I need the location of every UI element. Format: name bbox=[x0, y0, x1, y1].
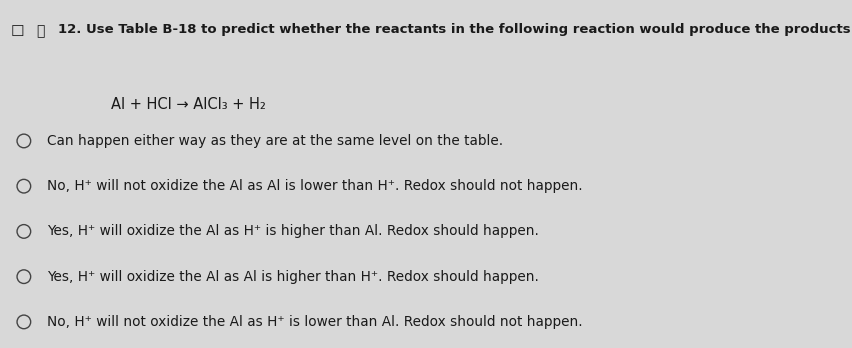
Text: Yes, H⁺ will oxidize the Al as H⁺ is higher than Al. Redox should happen.: Yes, H⁺ will oxidize the Al as H⁺ is hig… bbox=[47, 224, 538, 238]
Text: 12. Use Table B-18 to predict whether the reactants in the following reaction wo: 12. Use Table B-18 to predict whether th… bbox=[58, 23, 852, 35]
Text: Yes, H⁺ will oxidize the Al as Al is higher than H⁺. Redox should happen.: Yes, H⁺ will oxidize the Al as Al is hig… bbox=[47, 270, 538, 284]
Text: No, H⁺ will not oxidize the Al as H⁺ is lower than Al. Redox should not happen.: No, H⁺ will not oxidize the Al as H⁺ is … bbox=[47, 315, 583, 329]
Text: Al + HCl → AlCl₃ + H₂: Al + HCl → AlCl₃ + H₂ bbox=[111, 97, 266, 112]
Text: ⎘: ⎘ bbox=[36, 24, 44, 38]
Text: Can happen either way as they are at the same level on the table.: Can happen either way as they are at the… bbox=[47, 134, 503, 148]
Text: No, H⁺ will not oxidize the Al as Al is lower than H⁺. Redox should not happen.: No, H⁺ will not oxidize the Al as Al is … bbox=[47, 179, 583, 193]
Text: ☐: ☐ bbox=[10, 24, 24, 39]
